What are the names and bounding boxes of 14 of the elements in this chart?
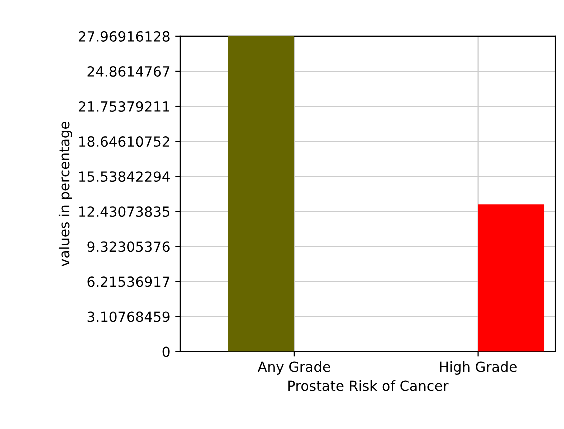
y-tick-label: 0 (162, 346, 170, 358)
x-tick-label: Any Grade (258, 362, 330, 375)
y-tick-label: 6.21536917 (88, 276, 170, 288)
y-tick-label: 3.10768459 (88, 312, 170, 322)
x-tick-label: High Grade (440, 362, 517, 375)
y-tick-label: 12.43073835 (80, 206, 170, 218)
y-tick-label: 27.96916128 (78, 31, 170, 42)
y-tick-label: 24.8614767 (88, 66, 170, 77)
y-tick-label: 9.32305376 (88, 242, 170, 252)
y-axis-title: values in percentage (58, 122, 72, 267)
y-tick-label: 21.75379211 (78, 102, 170, 112)
y-tick-label: 15.53842294 (80, 172, 170, 182)
y-tick-label: 18.64610752 (80, 136, 170, 148)
x-axis-title: Prostate Risk of Cancer (288, 380, 449, 392)
